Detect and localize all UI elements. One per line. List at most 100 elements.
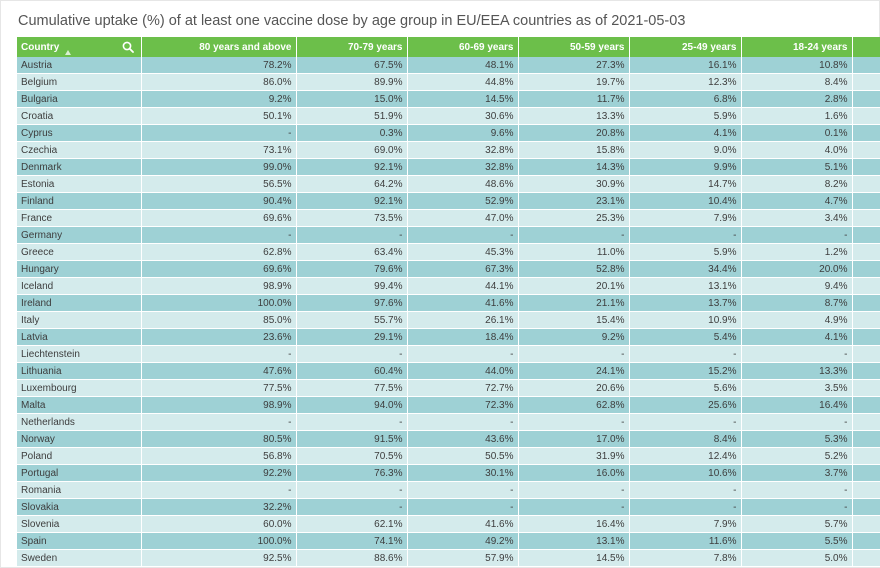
cell-50-59: 31.9% [518,447,630,465]
cell-50-59: - [518,481,630,499]
cell-70-79: 97.6% [296,294,408,312]
cell-country: Greece [17,243,142,261]
column-header-70-79[interactable]: 70-79 years [296,37,408,57]
table-row[interactable]: France 69.6% 73.5% 47.0% 25.3% 7.9% 3.4% [17,209,880,227]
cell-25-49: 5.9% [629,243,742,261]
cell-18-24: 5.7% [741,515,853,533]
table-row[interactable]: Latvia 23.6% 29.1% 18.4% 9.2% 5.4% 4.1% [17,328,880,346]
table-row[interactable]: Poland 56.8% 70.5% 50.5% 31.9% 12.4% 5.2% [17,447,880,465]
column-header-18-24[interactable]: 18-24 years [741,37,853,57]
column-header-country[interactable]: Country [17,37,142,57]
cell-18-24: - [741,345,853,363]
table-row[interactable]: Italy 85.0% 55.7% 26.1% 15.4% 10.9% 4.9% [17,311,880,329]
cell-50-59: 15.8% [518,141,630,159]
table-row[interactable]: Estonia 56.5% 64.2% 48.6% 30.9% 14.7% 8.2% [17,175,880,193]
cell-70-79: - [296,498,408,516]
table-row[interactable]: Malta 98.9% 94.0% 72.3% 62.8% 25.6% 16.4% [17,396,880,414]
cell-80-plus: - [141,345,297,363]
table-row[interactable]: Romania - - - - - - [17,481,880,499]
cell-80-plus: 60.0% [141,515,297,533]
sort-ascending-icon[interactable] [65,50,71,55]
table-row[interactable]: Netherlands - - - - - - [17,413,880,431]
cell-25-49: - [629,498,742,516]
cell-25-49: 12.4% [629,447,742,465]
cell-80-plus: 62.8% [141,243,297,261]
cell-country: Slovakia [17,498,142,516]
cell-overflow [852,532,880,550]
cell-overflow [852,328,880,346]
table-row[interactable]: Finland 90.4% 92.1% 52.9% 23.1% 10.4% 4.7% [17,192,880,210]
cell-60-69: 67.3% [407,260,519,278]
cell-60-69: 32.8% [407,141,519,159]
column-header-50-59[interactable]: 50-59 years [518,37,630,57]
cell-25-49: 11.6% [629,532,742,550]
cell-80-plus: 98.9% [141,277,297,295]
cell-80-plus: 69.6% [141,260,297,278]
cell-60-69: 30.6% [407,107,519,125]
cell-60-69: 48.6% [407,175,519,193]
table-row[interactable]: Spain 100.0% 74.1% 49.2% 13.1% 11.6% 5.5% [17,532,880,550]
cell-country: Portugal [17,464,142,482]
cell-country: Luxembourg [17,379,142,397]
table-row[interactable]: Slovakia 32.2% - - - - - [17,498,880,516]
cell-country: Ireland [17,294,142,312]
cell-25-49: 7.9% [629,515,742,533]
cell-country: Denmark [17,158,142,176]
table-body: Austria 78.2% 67.5% 48.1% 27.3% 16.1% 10.8% Bel… [17,57,880,567]
cell-overflow [852,175,880,193]
cell-80-plus: 47.6% [141,362,297,380]
cell-50-59: 11.0% [518,243,630,261]
cell-70-79: 73.5% [296,209,408,227]
cell-50-59: 21.1% [518,294,630,312]
cell-overflow [852,515,880,533]
cell-25-49: 13.7% [629,294,742,312]
cell-18-24: 5.1% [741,158,853,176]
table-row[interactable]: Cyprus -0.3% 9.6% 20.8% 4.1% 0.1% [17,124,880,142]
table-row[interactable]: Liechtenstein - - - - - - [17,345,880,363]
cell-60-69: 18.4% [407,328,519,346]
cell-80-plus: 77.5% [141,379,297,397]
table-row[interactable]: Bulgaria 9.2% 15.0% 14.5% 11.7% 6.8% 2.8% [17,90,880,108]
table-row[interactable]: Denmark 99.0% 92.1% 32.8% 14.3% 9.9% 5.1% [17,158,880,176]
column-header-60-69[interactable]: 60-69 years [407,37,519,57]
table-row[interactable]: Lithuania 47.6% 60.4% 44.0% 24.1% 15.2% 13.3% [17,362,880,380]
table-row[interactable]: Slovenia 60.0% 62.1% 41.6% 16.4% 7.9% 5.7% [17,515,880,533]
cell-country: Malta [17,396,142,414]
column-header-overflow [852,37,880,57]
table-row[interactable]: Ireland 100.0% 97.6% 41.6% 21.1% 13.7% 8.7% [17,294,880,312]
table-row[interactable]: Portugal 92.2% 76.3% 30.1% 16.0% 10.6% 3.7% [17,464,880,482]
column-header-80-plus[interactable]: 80 years and above [141,37,297,57]
cell-70-79: - [296,345,408,363]
cell-80-plus: 23.6% [141,328,297,346]
cell-25-49: 25.6% [629,396,742,414]
table-row[interactable]: Croatia 50.1% 51.9% 30.6% 13.3% 5.9% 1.6% [17,107,880,125]
column-header-25-49[interactable]: 25-49 years [629,37,742,57]
cell-overflow [852,311,880,329]
cell-25-49: - [629,413,742,431]
cell-country: Spain [17,532,142,550]
cell-25-49: - [629,345,742,363]
cell-70-79: 62.1% [296,515,408,533]
cell-70-79: 91.5% [296,430,408,448]
cell-18-24: 1.6% [741,107,853,125]
cell-18-24: 5.0% [741,549,853,567]
table-row[interactable]: Luxembourg 77.5% 77.5% 72.7% 20.6% 5.6% 3.5% [17,379,880,397]
cell-country: Finland [17,192,142,210]
cell-18-24: 5.3% [741,430,853,448]
cell-18-24: 3.5% [741,379,853,397]
cell-overflow [852,141,880,159]
table-row[interactable]: Czechia 73.1% 69.0% 32.8% 15.8% 9.0% 4.0% [17,141,880,159]
table-row[interactable]: Greece 62.8% 63.4% 45.3% 11.0% 5.9% 1.2% [17,243,880,261]
search-icon[interactable] [122,41,134,53]
cell-50-59: 11.7% [518,90,630,108]
table-row[interactable]: Norway 80.5% 91.5% 43.6% 17.0% 8.4% 5.3% [17,430,880,448]
cell-25-49: 15.2% [629,362,742,380]
table-row[interactable]: Belgium 86.0% 89.9% 44.8% 19.7% 12.3% 8.4% [17,73,880,91]
cell-60-69: 14.5% [407,90,519,108]
table-row[interactable]: Germany - - - - - - [17,226,880,244]
table-row[interactable]: Hungary 69.6% 79.6% 67.3% 52.8% 34.4% 20.0% [17,260,880,278]
table-row[interactable]: Sweden 92.5% 88.6% 57.9% 14.5% 7.8% 5.0% [17,549,880,567]
cell-18-24: 16.4% [741,396,853,414]
table-row[interactable]: Austria 78.2% 67.5% 48.1% 27.3% 16.1% 10.8% [17,57,880,74]
table-row[interactable]: Iceland 98.9% 99.4% 44.1% 20.1% 13.1% 9.4% [17,277,880,295]
